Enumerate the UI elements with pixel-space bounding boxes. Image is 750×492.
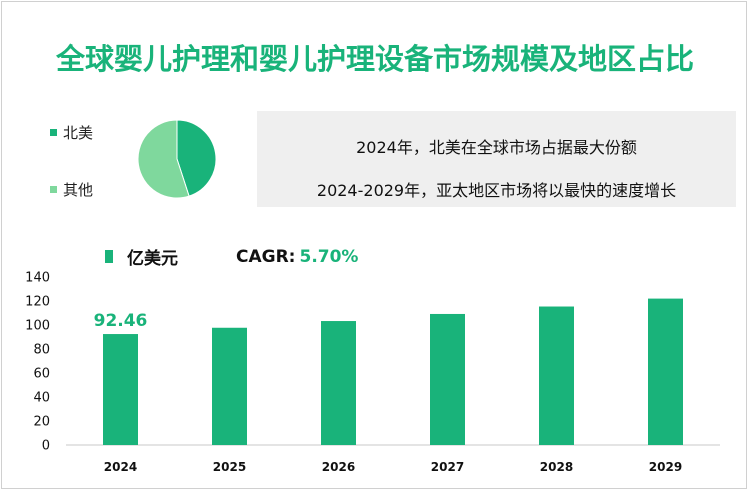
pie-slice-other [137, 119, 190, 199]
cagr-value: 5.70% [299, 246, 359, 267]
y-tick-label: 80 [33, 343, 50, 358]
series-legend: 亿美元 CAGR: 5.70% [105, 244, 358, 269]
x-tick-label: 2028 [540, 460, 573, 474]
bar-2026 [321, 321, 356, 445]
y-tick-label: 60 [33, 367, 50, 382]
x-tick-label: 2027 [431, 460, 464, 474]
x-tick-label: 2025 [213, 460, 246, 474]
y-tick-label: 140 [25, 271, 50, 286]
bar-2028 [539, 306, 574, 445]
x-tick-label: 2029 [649, 460, 682, 474]
x-tick-label: 2026 [322, 460, 355, 474]
y-tick-label: 100 [25, 319, 50, 334]
pie-legend-label: 北美 [63, 124, 94, 142]
x-tick-label: 2024 [104, 460, 137, 474]
info-line-2: 2024-2029年，亚太地区市场将以最快的速度增长 [316, 181, 677, 200]
pie-slice-north-america [176, 119, 217, 197]
series-swatch [105, 250, 113, 263]
info-box: 2024年，北美在全球市场占据最大份额 2024-2029年，亚太地区市场将以最… [257, 111, 736, 207]
y-tick-label: 0 [42, 439, 50, 454]
pie-legend-other: 其他 [50, 179, 93, 200]
y-tick-label: 20 [33, 415, 50, 430]
chart-title: 全球婴儿护理和婴儿护理设备市场规模及地区占比 [55, 42, 694, 76]
y-tick-label: 120 [25, 295, 50, 310]
y-tick-label: 40 [33, 391, 50, 406]
bar-2024 [103, 334, 138, 445]
series-unit-label: 亿美元 [127, 249, 178, 269]
bar-2025 [212, 327, 247, 445]
cagr-label: CAGR: [236, 246, 296, 267]
region-share-pie [137, 119, 217, 199]
data-label-2024: 92.46 [94, 311, 148, 331]
bar-2027 [430, 313, 465, 445]
bar-2029 [648, 298, 683, 445]
pie-legend-north-america: 北美 [50, 122, 93, 143]
pie-legend-label: 其他 [63, 181, 94, 199]
legend-swatch-north-america [50, 129, 57, 136]
legend-swatch-other [50, 186, 57, 193]
info-line-1: 2024年，北美在全球市场占据最大份额 [356, 138, 637, 157]
